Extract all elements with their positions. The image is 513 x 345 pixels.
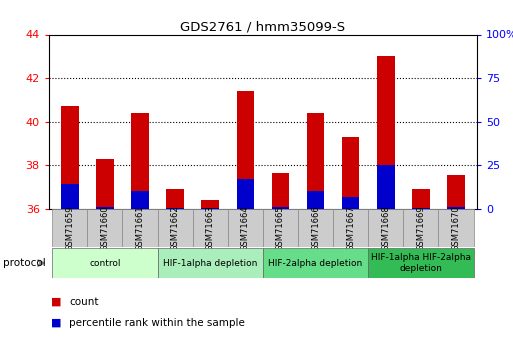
Bar (307, 113, 324, 209)
Text: percentile rank within the sample: percentile rank within the sample (69, 318, 245, 327)
Bar (193, 209, 228, 247)
Bar (228, 209, 263, 247)
Bar (342, 137, 360, 209)
Text: GSM71659: GSM71659 (65, 205, 74, 251)
Bar (368, 209, 403, 247)
Bar (447, 175, 465, 209)
Bar (377, 56, 394, 209)
Text: GSM71662: GSM71662 (171, 205, 180, 251)
Text: ■: ■ (51, 318, 62, 327)
Bar (298, 209, 333, 247)
Text: GSM71665: GSM71665 (276, 205, 285, 251)
Bar (123, 209, 157, 247)
Bar (61, 184, 78, 209)
Bar (263, 248, 368, 278)
Bar (87, 209, 123, 247)
Bar (403, 209, 439, 247)
Text: GSM71660: GSM71660 (101, 205, 109, 251)
Bar (96, 207, 114, 209)
Bar (166, 208, 184, 209)
Bar (157, 248, 263, 278)
Bar (96, 159, 114, 209)
Text: GSM71666: GSM71666 (311, 205, 320, 251)
Text: control: control (89, 258, 121, 268)
Bar (447, 207, 465, 209)
Bar (52, 248, 157, 278)
Bar (202, 208, 219, 209)
Bar (263, 209, 298, 247)
Text: GSM71668: GSM71668 (381, 205, 390, 251)
Bar (52, 209, 87, 247)
Bar (412, 208, 430, 209)
Bar (272, 173, 289, 209)
Bar (157, 209, 193, 247)
Bar (368, 248, 473, 278)
Bar (439, 209, 473, 247)
Bar (131, 191, 149, 209)
Text: GSM71670: GSM71670 (451, 205, 461, 251)
Text: GSM71669: GSM71669 (417, 205, 425, 251)
Bar (131, 113, 149, 209)
Text: HIF-1alpha HIF-2alpha
depletion: HIF-1alpha HIF-2alpha depletion (371, 253, 471, 273)
Bar (166, 189, 184, 209)
Text: GSM71664: GSM71664 (241, 205, 250, 251)
Text: ■: ■ (51, 297, 62, 307)
Text: HIF-1alpha depletion: HIF-1alpha depletion (163, 258, 258, 268)
Text: GSM71663: GSM71663 (206, 205, 215, 251)
Bar (61, 106, 78, 209)
Bar (236, 179, 254, 209)
Bar (202, 200, 219, 209)
Text: HIF-2alpha depletion: HIF-2alpha depletion (268, 258, 363, 268)
Bar (236, 91, 254, 209)
Text: count: count (69, 297, 99, 307)
Bar (342, 197, 360, 209)
Text: GSM71667: GSM71667 (346, 205, 355, 251)
Bar (377, 165, 394, 209)
Bar (412, 189, 430, 209)
Text: GSM71661: GSM71661 (135, 205, 145, 251)
Bar (307, 191, 324, 209)
Bar (333, 209, 368, 247)
Bar (272, 207, 289, 209)
Text: protocol: protocol (3, 258, 45, 268)
Title: GDS2761 / hmm35099-S: GDS2761 / hmm35099-S (181, 20, 345, 33)
